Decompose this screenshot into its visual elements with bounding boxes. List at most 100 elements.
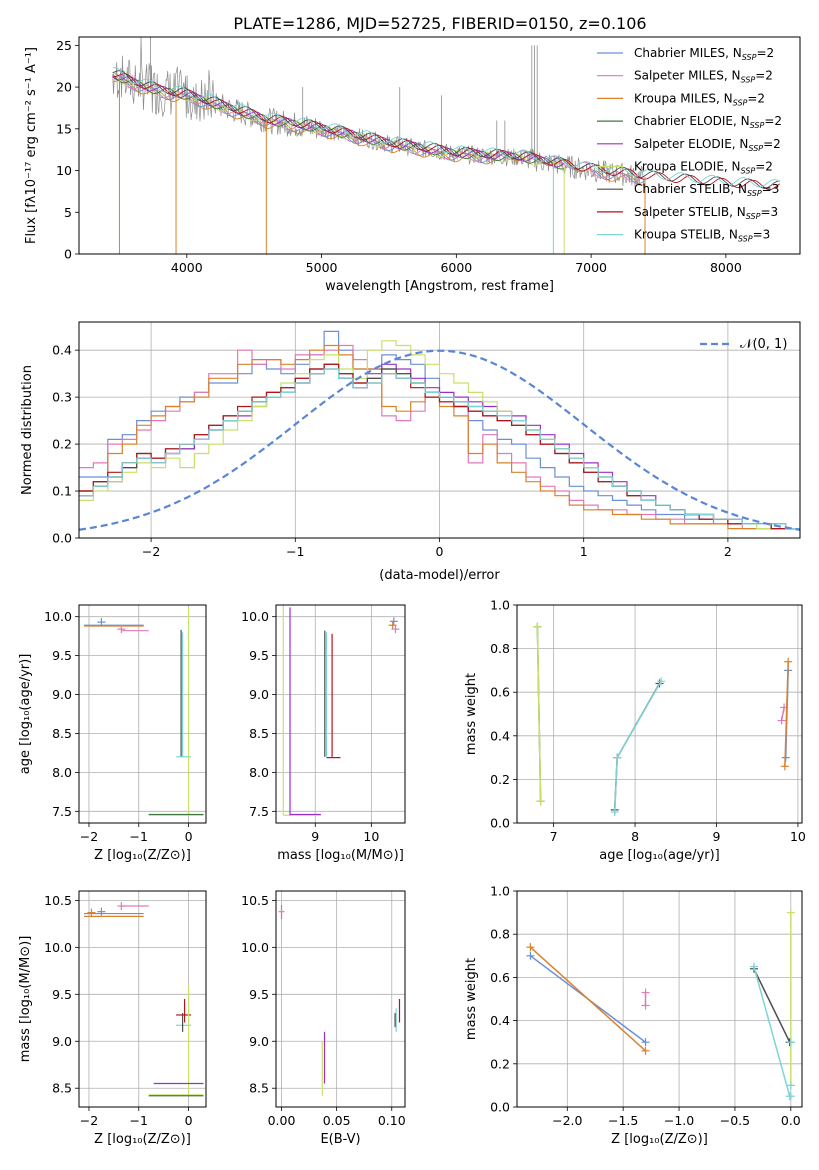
- model-spectrum-chabrier_stelib: [112, 70, 780, 189]
- x-tick-label: 0: [436, 544, 444, 559]
- y-axis-label: mass weight: [464, 673, 479, 755]
- y-tick-label: 8.5: [249, 1081, 269, 1096]
- x-tick-label: −1.0: [664, 1113, 694, 1128]
- x-axis-label: (data-model)/error: [379, 568, 500, 583]
- y-tick-label: 9.0: [52, 1034, 72, 1049]
- legend-entry-gaussian: 𝒩(0, 1): [740, 337, 787, 352]
- gaussian-curve: [79, 349, 800, 531]
- axes-frame: [78, 321, 801, 539]
- legend-entry-kroupa_stelib: Kroupa STELIB, NSSP=3: [634, 228, 770, 244]
- y-tick-label: 10.0: [241, 940, 269, 955]
- x-tick-label: 8000: [710, 260, 742, 275]
- axes-frame: [516, 890, 803, 1108]
- y-tick-label: 0.0: [52, 531, 72, 546]
- axes-frame: [78, 36, 801, 255]
- y-tick-label: 0.8: [490, 927, 510, 942]
- histogram-kroupa_miles: [79, 344, 800, 530]
- x-tick-label: 2: [724, 544, 732, 559]
- legend-label: Chabrier STELIB, N: [634, 182, 747, 196]
- legend-entry-chabrier_miles: Chabrier MILES, NSSP=2: [634, 46, 774, 62]
- y-tick-label: 20: [56, 80, 72, 95]
- histogram-kroupa_stelib: [79, 368, 800, 530]
- plot-area: [83, 902, 204, 1097]
- legend-subscript: SSP: [746, 212, 761, 221]
- x-tick-label: 9: [713, 829, 721, 844]
- y-tick-label: 10.5: [241, 893, 269, 908]
- axes-frame: [275, 890, 406, 1108]
- spectrum-panel: 4000 5000 6000 7000 8000 0 5 10 15 20 25 wavelength…: [24, 36, 801, 294]
- spectrum-legend: Chabrier MILES, NSSP=2 Salpeter MILES, N S…: [597, 46, 782, 244]
- x-tick-label: −1.5: [608, 1113, 638, 1128]
- legend-label: Kroupa MILES, N: [634, 91, 733, 105]
- y-tick-label: 5: [64, 205, 72, 220]
- figure-title: PLATE=1286, MJD=52725, FIBERID=0150, z=0…: [233, 14, 646, 33]
- y-tick-label: 0.0: [490, 1100, 510, 1115]
- legend-subscript: SSP: [750, 121, 765, 130]
- y-tick-label: 8.5: [52, 1081, 72, 1096]
- legend-entry-salpeter_stelib: Salpeter STELIB, NSSP=3: [634, 205, 778, 221]
- x-tick-label: 0: [185, 829, 193, 844]
- mass-vs-ebv-panel: 0.00 0.05 0.10 8.5 9.0 9.5 10.0 10.5 E(B-V): [241, 890, 406, 1147]
- y-tick-label: 9.0: [249, 687, 269, 702]
- legend-entry-chabrier_elodie: Chabrier ELODIE, NSSP=2: [634, 114, 782, 130]
- y-tick-label: 9.5: [249, 987, 269, 1002]
- legend-subscript: SSP: [747, 189, 762, 198]
- legend-suffix: =3: [760, 205, 778, 219]
- weight-Z-line-kroupa_stelib: [753, 966, 791, 1097]
- y-tick-label: 15: [56, 121, 72, 136]
- weight-Z-line-kroupa_miles: [529, 946, 647, 1052]
- age-vs-metallicity-panel: −2 −1 0 7.5 8.0 8.5 9.0 9.5 10.0 Z [log₁₀(Z/Z⊙)] a…: [18, 604, 207, 863]
- mass-vs-metallicity-panel: −2 −1 0 8.5 9.0 9.5 10.0 10.5 Z [log₁₀(Z/Z⊙)] mas…: [18, 890, 207, 1147]
- x-tick-label: −0.5: [720, 1113, 750, 1128]
- x-tick-label: 10: [790, 829, 806, 844]
- y-tick-label: 10.5: [44, 893, 72, 908]
- plot-area: [282, 605, 400, 816]
- y-tick-label: 0.2: [490, 1056, 510, 1071]
- y-tick-label: 0.4: [490, 728, 510, 743]
- x-tick-label: 10: [363, 829, 379, 844]
- y-tick-label: 0.4: [52, 343, 72, 358]
- age-vs-mass-panel: 9 10 7.5 8.0 8.5 9.0 9.5 10.0 mass [log₁₀(M/M⊙)]: [241, 604, 406, 863]
- x-tick-label: −1: [286, 544, 304, 559]
- weight-age-line-kroupa_miles: [784, 661, 789, 767]
- weight-age-line-kroupa_elodie: [536, 626, 542, 802]
- x-axis-label: Z [log₁₀(Z/Z⊙)]: [611, 1132, 708, 1147]
- legend-suffix: =2: [747, 91, 765, 105]
- x-tick-label: −2: [80, 829, 98, 844]
- legend-entry-kroupa_miles: Kroupa MILES, NSSP=2: [634, 91, 765, 107]
- axes-frame: [78, 890, 207, 1108]
- x-tick-label: −2.0: [552, 1113, 582, 1128]
- residual-panel: −2 −1 0 1 2 0.0 0.1 0.2 0.3 0.4 (data-model)/error…: [20, 321, 801, 583]
- y-tick-label: 8.0: [249, 765, 269, 780]
- legend-label: Kroupa STELIB, N: [634, 228, 738, 242]
- legend-entry-chabrier_stelib: Chabrier STELIB, NSSP=3: [634, 182, 779, 198]
- plot-area: [79, 330, 800, 531]
- x-tick-label: 1: [580, 544, 588, 559]
- x-tick-label: 6000: [440, 260, 472, 275]
- legend-subscript: SSP: [741, 167, 756, 176]
- x-tick-label: −1: [130, 1113, 148, 1128]
- y-tick-label: 1.0: [490, 884, 510, 899]
- y-tick-label: 0.6: [490, 685, 510, 700]
- legend-label: Salpeter STELIB, N: [634, 205, 746, 219]
- y-tick-label: 10.0: [241, 609, 269, 624]
- y-tick-label: 0.0: [490, 816, 510, 831]
- x-tick-label: 0.00: [268, 1113, 296, 1128]
- legend-suffix: =2: [763, 137, 781, 151]
- y-tick-label: 7.5: [52, 804, 72, 819]
- y-tick-label: 0.6: [490, 970, 510, 985]
- y-axis-label: age [log₁₀(age/yr)]: [18, 654, 33, 775]
- y-tick-label: 8.5: [249, 726, 269, 741]
- y-axis-label: mass weight: [464, 958, 479, 1040]
- plot-area: [278, 905, 401, 1096]
- legend-suffix: =3: [753, 228, 771, 242]
- x-tick-label: 9: [311, 829, 319, 844]
- x-tick-label: −1: [130, 829, 148, 844]
- x-tick-label: 0.10: [378, 1113, 406, 1128]
- y-tick-label: 0.1: [52, 484, 72, 499]
- x-tick-label: −2: [80, 1113, 98, 1128]
- y-axis-label: mass [log₁₀(M/M⊙)]: [18, 936, 33, 1063]
- x-tick-label: 5000: [306, 260, 338, 275]
- legend-label: Salpeter MILES, N: [634, 69, 741, 83]
